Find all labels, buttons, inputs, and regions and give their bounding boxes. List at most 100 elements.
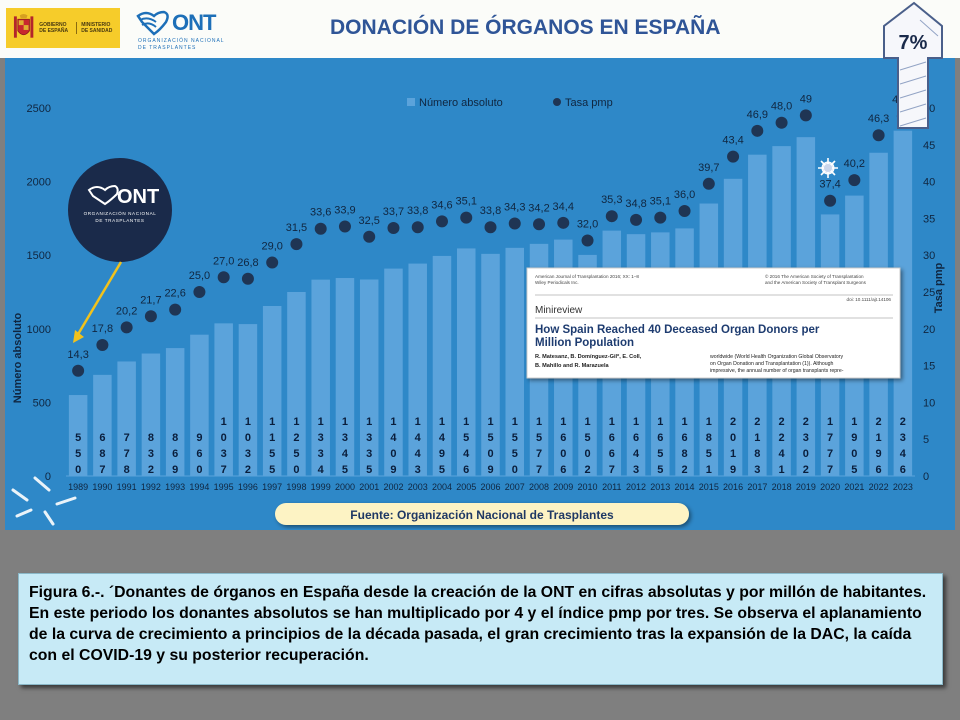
rate-point-2014 (678, 205, 691, 218)
rate-point-2013 (654, 211, 667, 224)
rate-label-2022: 46,3 (868, 113, 889, 125)
rate-label-2001: 32,5 (359, 215, 380, 227)
bar-value-digit: 3 (148, 448, 154, 460)
right-axis-title: Tasa pmp (933, 262, 945, 313)
rate-label-2007: 34,3 (504, 202, 525, 214)
rate-label-2019: 49 (800, 93, 812, 105)
bar-value-digit: 3 (900, 432, 906, 444)
bar-2002 (384, 268, 403, 476)
rate-point-1993 (169, 303, 182, 316)
rate-label-2014: 36,0 (674, 189, 695, 201)
bar-value-digit: 7 (827, 464, 833, 476)
legend-bar-swatch (407, 98, 415, 106)
legend-bar-label: Número absoluto (419, 97, 503, 109)
bar-value-digit: 5 (439, 464, 445, 476)
rate-label-1994: 25,0 (189, 270, 210, 282)
rate-label-1997: 29,0 (261, 241, 282, 253)
bar-value-digit: 1 (415, 416, 421, 428)
bar-value-digit: 2 (754, 416, 760, 428)
rate-label-2013: 35,1 (650, 196, 671, 208)
rate-label-2000: 33,9 (334, 204, 355, 216)
right-axis-tick: 30 (923, 250, 935, 262)
bar-value-digit: 1 (609, 416, 615, 428)
bar-value-digit: 5 (269, 464, 275, 476)
x-tick-1997: 1997 (262, 482, 282, 492)
bar-value-digit: 2 (681, 464, 687, 476)
bar-value-digit: 1 (560, 416, 566, 428)
bar-value-digit: 0 (75, 464, 81, 476)
rate-point-2000 (338, 220, 351, 233)
rate-point-1992 (144, 310, 157, 323)
bar-1992 (141, 353, 161, 476)
left-axis-tick: 500 (33, 397, 51, 409)
bar-value-digit: 7 (827, 432, 833, 444)
bar-value-digit: 4 (318, 464, 325, 476)
rate-point-2016 (727, 150, 740, 163)
bar-value-digit: 0 (803, 448, 809, 460)
bar-value-digit: 7 (124, 432, 130, 444)
right-axis-tick: 45 (923, 140, 935, 152)
x-axis-labels: 1989 1990 1991 1992 1993 1994 1995 1996 1997 1998… (66, 475, 915, 492)
bar-value-digit: 7 (99, 464, 105, 476)
x-tick-2012: 2012 (626, 482, 646, 492)
x-tick-2021: 2021 (844, 482, 864, 492)
bar-2023 (893, 130, 913, 476)
bar-value-digit: 9 (487, 464, 493, 476)
rate-point-1999 (314, 222, 327, 235)
bar-value-digit: 9 (851, 432, 857, 444)
paper-journal: American Journal of Transplantation 2016… (535, 274, 639, 285)
right-axis-tick: 0 (923, 471, 929, 483)
rate-point-1997 (266, 256, 279, 269)
ont-logo: ONT ORGANIZACIÓN NACIONAL DE TRASPLANTES (134, 8, 244, 52)
bar-value-digit: 1 (706, 416, 712, 428)
rate-label-2015: 39,7 (698, 162, 719, 174)
rate-label-1999: 33,6 (310, 207, 331, 219)
bar-value-digit: 5 (584, 432, 590, 444)
bar-value-digit: 1 (342, 416, 348, 428)
rate-label-2016: 43,4 (722, 135, 743, 147)
rate-label-2008: 34,2 (528, 202, 549, 214)
left-axis-tick: 2000 (27, 177, 51, 189)
bar-value-digit: 7 (536, 448, 542, 460)
paper-authors: R. Matesanz, B. Domínguez-Gil*, E. Coll,… (535, 354, 642, 369)
government-logo: GOBIERNO DE ESPAÑA MINISTERIO DE SANIDAD (6, 8, 120, 48)
chart-panel: 0 500 1000 1500 2000 2500 0 5 10 15 20 25 30 35 40 45 5… (5, 58, 955, 530)
bar-value-digit: 2 (803, 416, 809, 428)
bar-value-digit: 0 (512, 464, 518, 476)
bar-value-digit: 4 (415, 432, 422, 444)
bar-value-digit: 8 (681, 448, 687, 460)
bar-value-digit: 1 (269, 416, 275, 428)
bar-value-digit: 3 (803, 432, 809, 444)
x-tick-1995: 1995 (214, 482, 234, 492)
x-tick-2006: 2006 (480, 482, 500, 492)
bar-1990 (93, 374, 112, 476)
rate-label-2010: 32,0 (577, 218, 598, 230)
bar-value-digit: 1 (779, 464, 785, 476)
paper-abstract: worldwide (World Health Organization Glo… (710, 354, 844, 374)
bar-value-digit: 4 (439, 432, 446, 444)
bar-value-digit: 4 (779, 448, 786, 460)
bar-2004 (432, 255, 452, 476)
ont-logo-subtitle-2: DE TRASPLANTES (138, 45, 197, 51)
x-tick-2013: 2013 (650, 482, 670, 492)
bar-value-digit: 8 (124, 464, 130, 476)
x-tick-2014: 2014 (675, 482, 695, 492)
bar-value-digit: 1 (827, 416, 833, 428)
bar-value-digit: 3 (366, 432, 372, 444)
bar-value-digit: 7 (124, 448, 130, 460)
left-axis-tick: 1500 (27, 250, 51, 262)
bar-1997 (262, 305, 282, 476)
rate-label-2003: 33,8 (407, 205, 428, 217)
bar-value-digit: 7 (536, 464, 542, 476)
rate-label-1993: 22,6 (164, 288, 185, 300)
bar-value-digit: 8 (99, 448, 105, 460)
x-tick-1998: 1998 (286, 482, 306, 492)
right-axis-tick: 5 (923, 434, 929, 446)
bar-1999 (311, 279, 330, 476)
bar-1998 (287, 292, 306, 476)
rate-label-2021: 40,2 (844, 158, 865, 170)
rate-point-2008 (533, 218, 546, 231)
bar-value-digit: 2 (779, 416, 785, 428)
rate-point-2012 (630, 213, 643, 226)
government-logo-text: GOBIERNO DE ESPAÑA (39, 22, 69, 34)
